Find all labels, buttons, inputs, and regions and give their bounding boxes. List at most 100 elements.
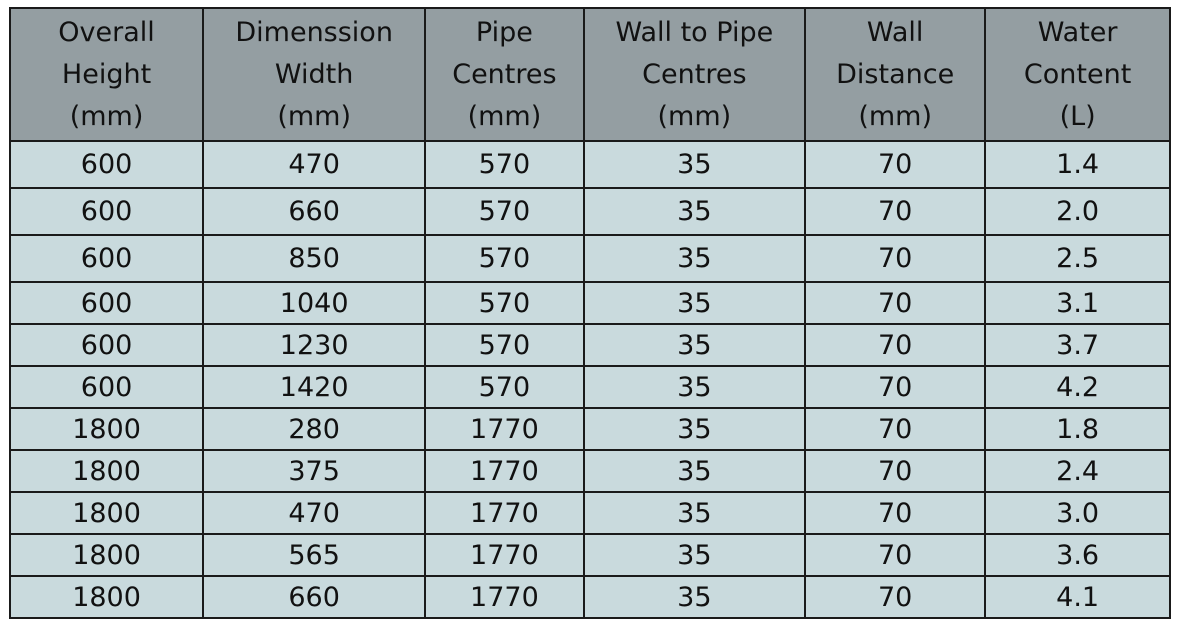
table-cell: 35: [582, 365, 807, 409]
table-cell: 3.7: [984, 323, 1171, 367]
table-row: 600 1230 570 35 70 3.7: [8, 323, 1171, 367]
table-cell: 1040: [202, 281, 427, 325]
column-header-line: (mm): [277, 100, 351, 132]
column-header-line: Height: [61, 58, 152, 90]
table-cell: 1800: [8, 533, 205, 577]
column-header-line: (mm): [69, 100, 144, 132]
table-cell: 600: [8, 323, 205, 367]
table-cell: 600: [8, 140, 205, 189]
column-header-line: Water: [1037, 16, 1118, 48]
table-cell: 3.0: [984, 491, 1171, 535]
table-row: 600 660 570 35 70 2.0: [8, 187, 1171, 236]
table-cell: 70: [804, 407, 987, 451]
column-header-line: (mm): [657, 100, 732, 132]
table-cell: 70: [804, 449, 987, 493]
column-header-line: (mm): [858, 100, 932, 132]
table-row: 1800 280 1770 35 70 1.8: [8, 407, 1171, 451]
table-cell: 1800: [8, 575, 205, 619]
table-cell: 660: [202, 575, 427, 619]
table-cell: 570: [424, 187, 585, 236]
table-cell: 1.4: [984, 140, 1171, 189]
table-cell: 600: [8, 234, 205, 283]
table-cell: 600: [8, 187, 205, 236]
header-row: Overall Height (mm) Dimenssion Width (mm) Pipe…: [8, 7, 1171, 142]
table-cell: 1800: [8, 449, 205, 493]
table-cell: 70: [804, 140, 987, 189]
table-cell: 70: [804, 323, 987, 367]
table-cell: 660: [202, 187, 427, 236]
table-cell: 3.6: [984, 533, 1171, 577]
table-cell: 1770: [424, 575, 585, 619]
table-cell: 70: [804, 533, 987, 577]
column-header-line: Content: [1023, 58, 1132, 90]
table-cell: 70: [804, 365, 987, 409]
table-cell: 1800: [8, 491, 205, 535]
table-row: 600 1420 570 35 70 4.2: [8, 365, 1171, 409]
column-header-line: Centres: [452, 58, 557, 90]
table-cell: 600: [8, 365, 205, 409]
column-header: Wall Distance (mm): [804, 7, 987, 142]
column-header-line: Overall: [58, 16, 155, 48]
table-cell: 2.0: [984, 187, 1171, 236]
table-cell: 4.2: [984, 365, 1171, 409]
table-cell: 1770: [424, 407, 585, 451]
table-row: 1800 375 1770 35 70 2.4: [8, 449, 1171, 493]
column-header-line: Distance: [836, 58, 955, 90]
table-cell: 570: [424, 365, 585, 409]
table-cell: 70: [804, 575, 987, 619]
table-cell: 70: [804, 491, 987, 535]
column-header-line: (mm): [467, 100, 542, 132]
table-cell: 2.5: [984, 234, 1171, 283]
column-header-line: Wall: [866, 16, 924, 48]
table-cell: 35: [582, 281, 807, 325]
table-cell: 35: [582, 140, 807, 189]
table-cell: 2.4: [984, 449, 1171, 493]
table-cell: 570: [424, 323, 585, 367]
table-cell: 3.1: [984, 281, 1171, 325]
table-cell: 70: [804, 234, 987, 283]
table-cell: 1770: [424, 533, 585, 577]
table-cell: 570: [424, 281, 585, 325]
column-header: Wall to Pipe Centres (mm): [582, 7, 807, 142]
table-row: 1800 660 1770 35 70 4.1: [8, 575, 1171, 619]
table-row: 1800 565 1770 35 70 3.6: [8, 533, 1171, 577]
table-cell: 70: [804, 281, 987, 325]
table-cell: 1.8: [984, 407, 1171, 451]
table-cell: 570: [424, 140, 585, 189]
table-row: 600 470 570 35 70 1.4: [8, 140, 1171, 189]
table-cell: 35: [582, 407, 807, 451]
column-header: Pipe Centres (mm): [424, 7, 585, 142]
column-header: Overall Height (mm): [8, 7, 205, 142]
table-cell: 1230: [202, 323, 427, 367]
column-header-line: Dimenssion: [235, 16, 393, 48]
table-cell: 570: [424, 234, 585, 283]
table-cell: 375: [202, 449, 427, 493]
table-cell: 35: [582, 234, 807, 283]
table-cell: 600: [8, 281, 205, 325]
table-cell: 35: [582, 323, 807, 367]
radiator-spec-table: Overall Height (mm) Dimenssion Width (mm) Pipe…: [8, 7, 1171, 619]
table-cell: 4.1: [984, 575, 1171, 619]
table-cell: 1770: [424, 449, 585, 493]
column-header-line: Width: [274, 58, 354, 90]
column-header-line: Pipe: [475, 16, 533, 48]
table-cell: 1800: [8, 407, 205, 451]
table-row: 1800 470 1770 35 70 3.0: [8, 491, 1171, 535]
table-cell: 35: [582, 491, 807, 535]
table-cell: 35: [582, 449, 807, 493]
column-header: Dimenssion Width (mm): [202, 7, 427, 142]
table-cell: 280: [202, 407, 427, 451]
table-cell: 565: [202, 533, 427, 577]
column-header-line: (L): [1059, 100, 1096, 132]
table-cell: 470: [202, 140, 427, 189]
table-cell: 35: [582, 533, 807, 577]
table-cell: 35: [582, 575, 807, 619]
column-header: Water Content (L): [984, 7, 1171, 142]
table-cell: 35: [582, 187, 807, 236]
column-header-line: Centres: [642, 58, 747, 90]
column-header-line: Wall to Pipe: [615, 16, 774, 48]
table-cell: 70: [804, 187, 987, 236]
table-cell: 1420: [202, 365, 427, 409]
table-row: 600 850 570 35 70 2.5: [8, 234, 1171, 283]
table-cell: 470: [202, 491, 427, 535]
